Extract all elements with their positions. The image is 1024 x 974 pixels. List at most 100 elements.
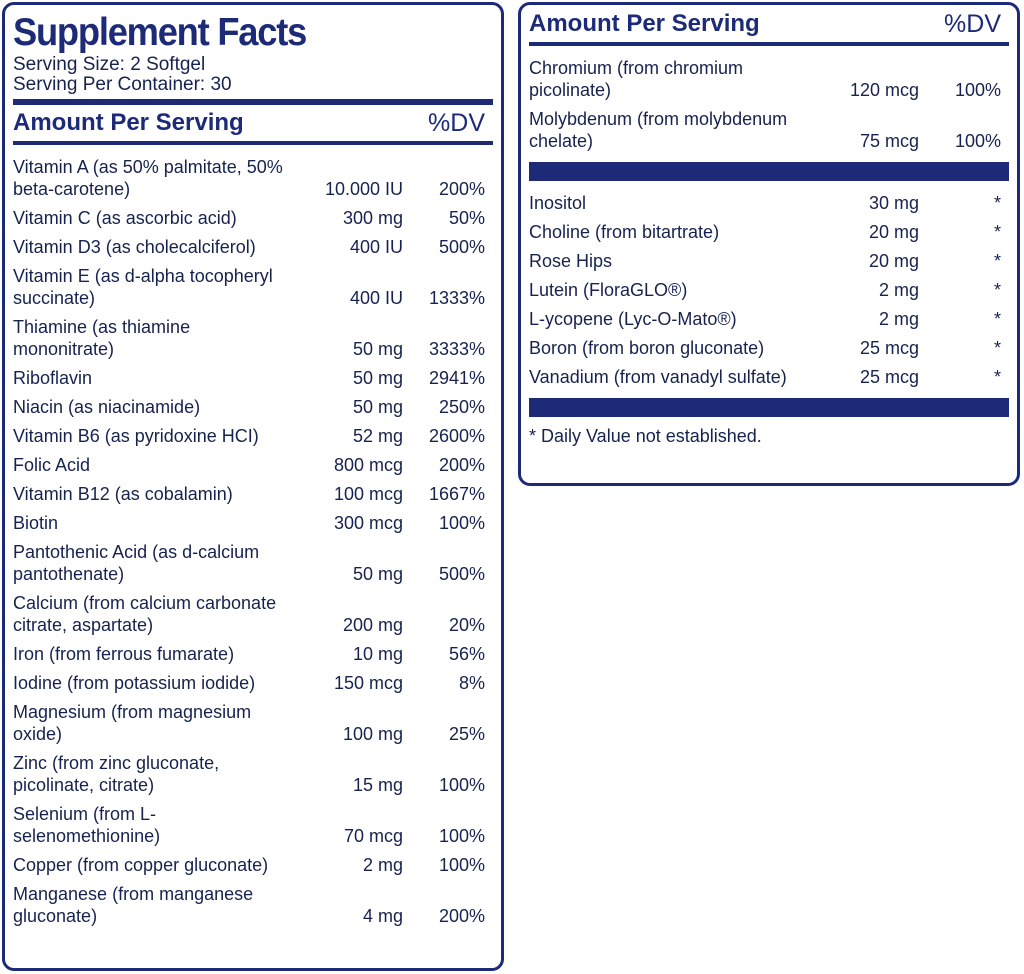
nutrient-name: Niacin (as niacinamide): [13, 397, 201, 417]
amount-header: Amount Per Serving: [529, 10, 760, 37]
dv-header: %DV: [428, 109, 485, 137]
nutrient-dv: 2600%: [428, 426, 485, 446]
nutrient-amount: 120 mcg: [849, 80, 919, 100]
nutrient-dv: 1333%: [428, 288, 485, 308]
supplement-facts-panel-left: Supplement Facts Serving Size: 2 Softgel…: [2, 2, 504, 971]
nutrient-row: Boron (from boron gluconate) 25 mcg *: [529, 334, 1009, 363]
nutrient-row: Vitamin C (as ascorbic acid) 300 mg 50%: [13, 204, 493, 233]
nutrient-amount: 30 mg: [868, 193, 919, 213]
nutrient-name: Molybdenum (from molybdenum chelate): [529, 109, 788, 151]
nutrient-dv: *: [993, 280, 1001, 300]
nutrient-dv: 250%: [438, 397, 485, 417]
nutrient-row: Biotin 300 mcg 100%: [13, 509, 493, 538]
nutrient-name: Vitamin C (as ascorbic acid): [13, 208, 237, 228]
nutrient-dv: *: [993, 193, 1001, 213]
divider-block: [529, 398, 1009, 417]
dv-header: %DV: [944, 10, 1001, 38]
nutrient-list: Inositol 30 mg * Choline (from bitartrate) 2…: [529, 189, 1009, 392]
supplement-facts-panel-right: Amount Per Serving %DV Chromium (from ch…: [518, 2, 1020, 486]
nutrient-dv: 100%: [438, 775, 485, 795]
nutrient-row: Manganese (from manganese gluconate) 4 mg…: [13, 880, 493, 931]
nutrient-row: Copper (from copper gluconate) 2 mg 100%: [13, 851, 493, 880]
nutrient-amount: 25 mcg: [859, 338, 919, 358]
nutrient-amount: 2 mg: [878, 309, 919, 329]
nutrient-amount: 150 mcg: [333, 673, 403, 693]
nutrient-row: Lutein (FloraGLO®) 2 mg *: [529, 276, 1009, 305]
nutrient-amount: 400 IU: [349, 288, 403, 308]
nutrient-row: Pantothenic Acid (as d-calcium pantothen…: [13, 538, 493, 589]
nutrient-row: Inositol 30 mg *: [529, 189, 1009, 218]
serving-size: Serving Size: 2 Softgel: [13, 54, 206, 75]
nutrient-name: Vitamin B12 (as cobalamin): [13, 484, 233, 504]
nutrient-amount: 10.000 IU: [324, 179, 403, 199]
amount-header: Amount Per Serving: [13, 109, 244, 136]
nutrient-row: Thiamine (as thiamine mononitrate) 50 mg 3…: [13, 313, 493, 364]
nutrient-amount: 20 mg: [868, 251, 919, 271]
nutrient-dv: *: [993, 338, 1001, 358]
nutrient-row: Vitamin B6 (as pyridoxine HCI) 52 mg 2600%: [13, 422, 493, 451]
nutrient-row: Magnesium (from magnesium oxide) 100 mg 25…: [13, 698, 493, 749]
nutrient-name: Rose Hips: [529, 251, 613, 271]
nutrient-row: Choline (from bitartrate) 20 mg *: [529, 218, 1009, 247]
nutrient-dv: 8%: [458, 673, 485, 693]
nutrient-name: Vitamin A (as 50% palmitate, 50% beta-ca…: [13, 157, 283, 199]
nutrient-name: Thiamine (as thiamine mononitrate): [13, 317, 191, 359]
divider-block: [529, 162, 1009, 181]
nutrient-row: Riboflavin 50 mg 2941%: [13, 364, 493, 393]
nutrient-row: L-ycopene (Lyc-O-Mato®) 2 mg *: [529, 305, 1009, 334]
nutrient-amount: 2 mg: [362, 855, 403, 875]
nutrient-row: Zinc (from zinc gluconate, picolinate, c…: [13, 749, 493, 800]
nutrient-row: Selenium (from L-selenomethionine) 70 mcg…: [13, 800, 493, 851]
nutrient-name: Vitamin E (as d-alpha tocopheryl succina…: [13, 266, 273, 308]
nutrient-row: Iron (from ferrous fumarate) 10 mg 56%: [13, 640, 493, 669]
nutrient-name: Selenium (from L-selenomethionine): [13, 804, 161, 846]
column-header: Amount Per Serving %DV: [529, 9, 1009, 39]
nutrient-amount: 50 mg: [352, 339, 403, 359]
nutrient-amount: 2 mg: [878, 280, 919, 300]
nutrient-name: Chromium (from chromium picolinate): [529, 58, 744, 100]
nutrient-list: Vitamin A (as 50% palmitate, 50% beta-ca…: [13, 153, 493, 931]
nutrient-name: Pantothenic Acid (as d-calcium pantothen…: [13, 542, 260, 584]
nutrient-amount: 50 mg: [352, 397, 403, 417]
servings-per-container: Serving Per Container: 30: [13, 74, 232, 95]
nutrient-name: Vitamin B6 (as pyridoxine HCI): [13, 426, 259, 446]
nutrient-dv: 25%: [448, 724, 485, 744]
nutrient-row: Niacin (as niacinamide) 50 mg 250%: [13, 393, 493, 422]
nutrient-dv: 100%: [438, 855, 485, 875]
nutrient-dv: 200%: [438, 906, 485, 926]
nutrient-dv: 100%: [438, 513, 485, 533]
nutrient-amount: 70 mcg: [343, 826, 403, 846]
nutrient-row: Molybdenum (from molybdenum chelate) 75 m…: [529, 105, 1009, 156]
nutrient-name: Boron (from boron gluconate): [529, 338, 765, 358]
nutrient-name: Copper (from copper gluconate): [13, 855, 269, 875]
nutrient-name: Lutein (FloraGLO®): [529, 280, 688, 300]
footnote: * Daily Value not established.: [529, 426, 762, 446]
page-title: Supplement Facts: [13, 11, 307, 54]
nutrient-dv: *: [993, 367, 1001, 387]
nutrient-name: Folic Acid: [13, 455, 91, 475]
nutrient-amount: 300 mcg: [333, 513, 403, 533]
nutrient-dv: *: [993, 309, 1001, 329]
nutrient-dv: 3333%: [428, 339, 485, 359]
nutrient-amount: 100 mcg: [333, 484, 403, 504]
nutrient-amount: 100 mg: [342, 724, 403, 744]
nutrient-dv: 200%: [438, 179, 485, 199]
nutrient-row: Vitamin E (as d-alpha tocopheryl succina…: [13, 262, 493, 313]
nutrient-amount: 50 mg: [352, 368, 403, 388]
nutrient-row: Calcium (from calcium carbonate citrate,…: [13, 589, 493, 640]
nutrient-name: L-ycopene (Lyc-O-Mato®): [529, 309, 737, 329]
nutrient-name: Riboflavin: [13, 368, 93, 388]
nutrient-row: Vanadium (from vanadyl sulfate) 25 mcg *: [529, 363, 1009, 392]
nutrient-dv: 100%: [954, 131, 1001, 151]
nutrient-name: Biotin: [13, 513, 59, 533]
nutrient-name: Zinc (from zinc gluconate, picolinate, c…: [13, 753, 220, 795]
divider-thick: [13, 99, 493, 105]
nutrient-row: Vitamin D3 (as cholecalciferol) 400 IU 500…: [13, 233, 493, 262]
nutrient-row: Rose Hips 20 mg *: [529, 247, 1009, 276]
nutrient-dv: *: [993, 222, 1001, 242]
nutrient-amount: 400 IU: [349, 237, 403, 257]
nutrient-dv: 500%: [438, 237, 485, 257]
nutrient-name: Choline (from bitartrate): [529, 222, 720, 242]
divider: [529, 42, 1009, 46]
column-header: Amount Per Serving %DV: [13, 108, 493, 138]
